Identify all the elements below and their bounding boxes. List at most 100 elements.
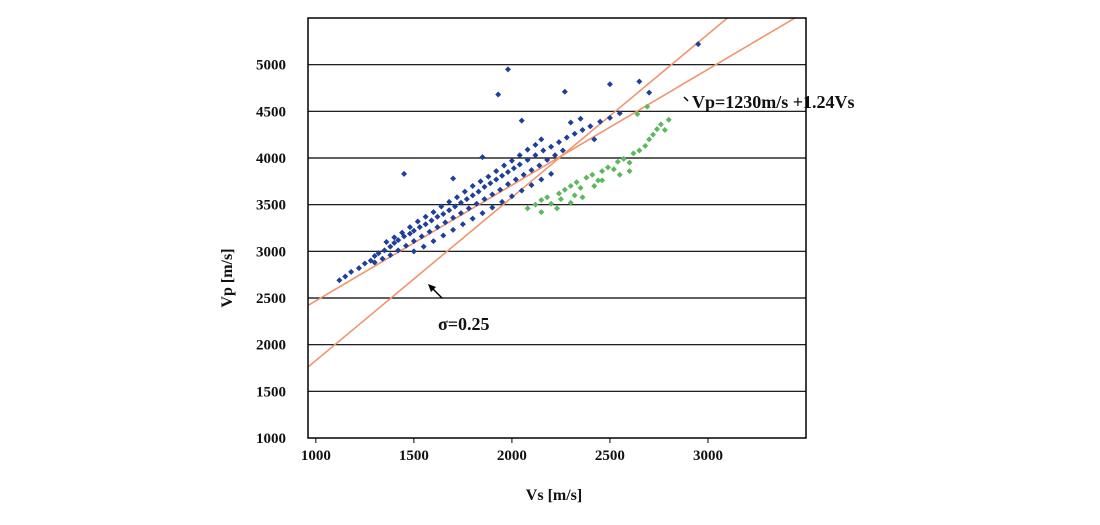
data-point-green (544, 194, 551, 201)
data-point-blue (446, 207, 453, 214)
data-point-blue (524, 156, 531, 163)
data-point-blue (410, 238, 417, 245)
data-point-blue (489, 204, 496, 211)
data-point-blue (538, 136, 545, 143)
data-point-blue (438, 203, 445, 210)
data-point-blue (528, 182, 535, 189)
data-point-blue (548, 143, 555, 150)
data-point-blue (559, 147, 566, 154)
data-point-blue (406, 224, 413, 231)
data-point-green (548, 200, 555, 207)
data-point-blue (371, 253, 378, 259)
data-point-green (620, 155, 627, 162)
data-point-green (642, 142, 649, 149)
data-point-blue (524, 146, 531, 153)
data-point-blue (501, 162, 508, 169)
data-point-blue (395, 237, 402, 244)
data-point-green (579, 194, 586, 201)
x-tick-label: 2500 (595, 448, 625, 464)
data-point-green (604, 164, 611, 171)
x-tick-label: 2000 (497, 448, 527, 464)
y-tick-label: 3000 (256, 244, 286, 260)
data-point-blue (414, 218, 421, 225)
data-point-green (616, 171, 623, 178)
data-point-blue (457, 199, 464, 206)
data-point-blue (477, 178, 484, 185)
data-point-blue (510, 165, 517, 172)
data-point-blue (646, 89, 653, 96)
data-point-green (589, 171, 596, 178)
data-point-green (538, 197, 545, 203)
data-point-green (657, 121, 664, 128)
y-tick-label: 3500 (256, 198, 286, 214)
data-point-blue (520, 171, 527, 178)
data-point-blue (532, 152, 539, 159)
data-point-blue (440, 211, 447, 217)
data-point-blue (508, 157, 515, 164)
data-point-blue (430, 238, 437, 245)
data-point-blue (518, 187, 525, 194)
data-point-green (532, 201, 539, 208)
data-point-blue (555, 139, 562, 146)
data-point-blue (616, 110, 623, 117)
data-point-blue (567, 119, 574, 126)
data-point-green (577, 184, 584, 191)
data-point-blue (422, 213, 429, 220)
y-tick-label: 5000 (256, 58, 286, 74)
tick-labels: 1000 1500 2000 2500 3000 3500 4000 4500 5000 1000… (256, 58, 723, 464)
data-point-blue (532, 141, 539, 148)
data-point-blue (516, 161, 523, 168)
data-point-blue (504, 169, 511, 175)
data-point-green (595, 177, 602, 184)
data-point-green (557, 196, 564, 203)
data-point-blue (504, 181, 511, 188)
data-point-blue (391, 234, 398, 241)
y-axis-title: Vp [m/s] (219, 248, 236, 307)
data-point-green (661, 127, 668, 133)
data-point-blue (463, 196, 470, 203)
data-point-blue (475, 188, 482, 195)
data-point-green (538, 209, 545, 216)
data-point-green (665, 116, 672, 123)
data-point-blue (695, 41, 702, 48)
data-point-blue (450, 226, 457, 233)
data-point-blue (579, 127, 586, 133)
data-point-green (626, 159, 633, 166)
data-point-green (524, 205, 531, 212)
data-point-green (571, 192, 578, 199)
data-point-blue (410, 227, 417, 234)
data-point-green (646, 136, 653, 143)
data-point-blue (495, 91, 502, 98)
plot-border (307, 17, 807, 439)
data-point-blue (418, 233, 425, 240)
trend-lines (308, 18, 797, 368)
data-point-green (599, 168, 606, 175)
sigma-pointer-arrowhead (428, 284, 436, 292)
data-point-blue (391, 239, 398, 246)
data-point-green (583, 174, 590, 181)
x-tick-label: 3000 (693, 448, 723, 464)
data-point-green (630, 150, 637, 157)
data-point-green (653, 126, 660, 133)
data-point-blue (587, 123, 594, 130)
y-tick-label: 2500 (256, 291, 286, 307)
data-point-blue (426, 228, 433, 235)
data-point-green (567, 183, 574, 189)
x-tick-label: 1500 (399, 448, 429, 464)
data-point-green (626, 168, 633, 175)
data-point-blue (450, 214, 457, 221)
data-point-blue (487, 180, 494, 187)
data-point-blue (454, 194, 461, 201)
data-point-blue (538, 176, 545, 183)
data-point-blue (399, 229, 406, 236)
data-point-blue (379, 255, 386, 262)
data-point-blue (597, 118, 604, 125)
data-point-blue (469, 183, 476, 189)
data-point-blue (636, 78, 643, 85)
data-point-blue (355, 265, 362, 272)
data-point-green (554, 205, 560, 212)
data-point-blue (577, 115, 584, 122)
data-point-blue (452, 203, 459, 210)
x-tick-label: 1000 (301, 448, 331, 464)
